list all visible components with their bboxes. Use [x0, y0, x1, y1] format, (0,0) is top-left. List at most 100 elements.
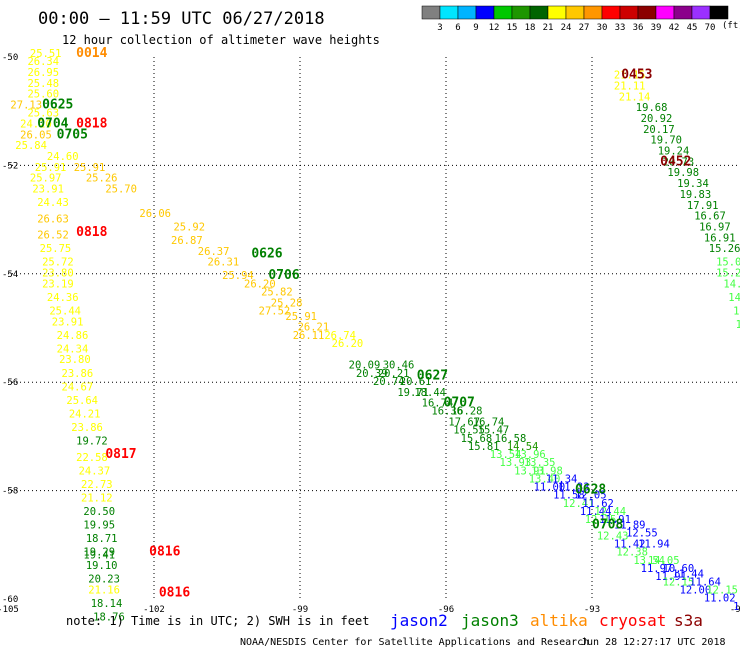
colorbar-swatch	[529, 5, 549, 20]
wave-height-label: 15.81	[468, 441, 500, 453]
legend-item-cryosat: cryosat	[599, 611, 666, 630]
colorbar-tick-label: 39	[651, 23, 662, 33]
wave-height-label: 12.38	[616, 547, 648, 559]
wave-height-label: 11.62	[582, 498, 614, 510]
wave-height-label: 25.64	[66, 395, 98, 407]
wave-height-label: 20.61	[400, 376, 432, 388]
wave-height-label: 26.87	[171, 235, 203, 247]
colorbar-legend: 3 6 9 12 15 18 21 24 27 30 33 36 39 42 45 70	[421, 5, 729, 33]
wave-height-label: 16.36	[431, 406, 463, 418]
legend-item-jason3: jason3	[461, 611, 519, 630]
pass-time-label: 0627	[417, 368, 448, 383]
wave-height-label: 24.43	[37, 197, 69, 209]
wave-height-label: 12.15	[663, 576, 695, 588]
wave-height-label: 19.70	[650, 135, 682, 147]
x-tick-label: -96	[438, 605, 454, 615]
wave-height-label: 11.44	[580, 506, 612, 518]
wave-height-label: 25.75	[40, 243, 72, 255]
wave-height-label: 20.73	[663, 156, 695, 168]
colorbar-swatch	[709, 5, 729, 20]
colorbar-swatch	[673, 5, 693, 20]
y-tick-label: -56	[2, 378, 18, 388]
wave-height-label: 25.63	[27, 108, 59, 120]
colorbar-swatch	[439, 5, 459, 20]
wave-height-label: 20.92	[641, 113, 673, 125]
pass-time-label: 0816	[149, 545, 180, 560]
wave-height-label: 24.86	[57, 330, 89, 342]
wave-height-label: 24.60	[47, 151, 79, 163]
wave-height-label: 18.76	[93, 612, 125, 624]
wave-height-label: 12.00	[680, 585, 712, 597]
colorbar-tick-label: 33	[615, 23, 626, 33]
wave-height-label: 24.36	[47, 292, 79, 304]
colorbar-swatch	[619, 5, 639, 20]
colorbar-swatch	[637, 5, 657, 20]
pass-time-label: 0817	[105, 447, 136, 462]
wave-height-label: 25.60	[27, 89, 59, 101]
colorbar-swatch	[493, 5, 513, 20]
wave-height-label: 16.74	[473, 417, 505, 429]
wave-height-label: 23.91	[52, 316, 84, 328]
colorbar-swatch	[457, 5, 477, 20]
wave-height-label: 13.41	[733, 305, 740, 317]
wave-height-label: 20.21	[378, 368, 410, 380]
wave-height-label: 16.97	[699, 221, 731, 233]
wave-height-label: 12.15	[706, 585, 738, 597]
wave-height-label: 25.82	[261, 286, 293, 298]
wave-height-label: 20.23	[88, 574, 120, 586]
wave-height-label: 14.05	[648, 555, 680, 567]
wave-height-label: 11.34	[546, 473, 578, 485]
wave-height-label: 12.05	[575, 490, 607, 502]
wave-height-label: 12.15	[585, 514, 617, 526]
legend-item-altika: altika	[530, 611, 588, 630]
wave-height-label: 23.86	[71, 422, 103, 434]
wave-height-label: 26.37	[198, 246, 230, 258]
wave-height-label: 26.06	[139, 208, 171, 220]
wave-height-label: 11.44	[672, 568, 704, 580]
wave-height-label: 25.72	[42, 257, 74, 269]
colorbar-tick-label: 21	[543, 23, 554, 33]
wave-height-label: 25.70	[105, 184, 137, 196]
wave-height-label: 19.29	[83, 547, 115, 559]
wave-height-label: 18.14	[91, 598, 123, 610]
pass-time-label: 0626	[251, 247, 282, 262]
colorbar-swatch	[583, 5, 603, 20]
wave-height-label: 26.20	[332, 338, 364, 350]
generated-timestamp: Jun 28 12:27:17 UTC 2018	[581, 637, 726, 648]
wave-height-label: 24.21	[69, 408, 101, 420]
wave-height-label: 12.55	[626, 528, 658, 540]
colorbar-swatch	[547, 5, 567, 20]
wave-height-label: 14.66	[723, 278, 740, 290]
colorbar-tick-label: 42	[669, 23, 680, 33]
colorbar-tick-label: 6	[455, 23, 460, 33]
wave-height-label: 25.91	[285, 311, 317, 323]
wave-height-label: 11.91	[599, 514, 631, 526]
wave-height-label: 13.91	[514, 465, 546, 477]
colorbar-tick-label: 27	[579, 23, 590, 33]
wave-height-label: 17.67	[448, 417, 480, 429]
legend-item-jason2: jason2	[390, 611, 448, 630]
x-tick-label: -105	[0, 605, 19, 615]
wave-height-label: 16.55	[453, 425, 485, 437]
wave-height-label: 17.91	[687, 200, 719, 212]
wave-height-label: 11.64	[689, 576, 721, 588]
colorbar-unit: (ft)	[722, 21, 740, 31]
wave-height-label: 13.96	[514, 449, 546, 461]
wave-height-label: 26.21	[298, 322, 330, 334]
pass-time-label: 0705	[57, 127, 88, 142]
wave-height-label: 19.68	[636, 102, 668, 114]
wave-height-label: 13.35	[524, 457, 556, 469]
wave-height-label: 11.58	[553, 490, 585, 502]
credit-line: NOAA/NESDIS Center for Satellite Applica…	[240, 637, 589, 648]
wave-height-label: 13.98	[531, 465, 563, 477]
wave-height-label: 19.24	[658, 146, 690, 158]
wave-height-label: 24.37	[79, 465, 111, 477]
wave-height-label: 16.91	[704, 232, 736, 244]
wave-height-label: 11.42	[614, 539, 646, 551]
wave-height-label: 16.67	[694, 211, 726, 223]
wave-height-label: 25.92	[173, 221, 205, 233]
wave-height-label: 23.86	[62, 368, 94, 380]
wave-height-label: 22.73	[81, 479, 113, 491]
